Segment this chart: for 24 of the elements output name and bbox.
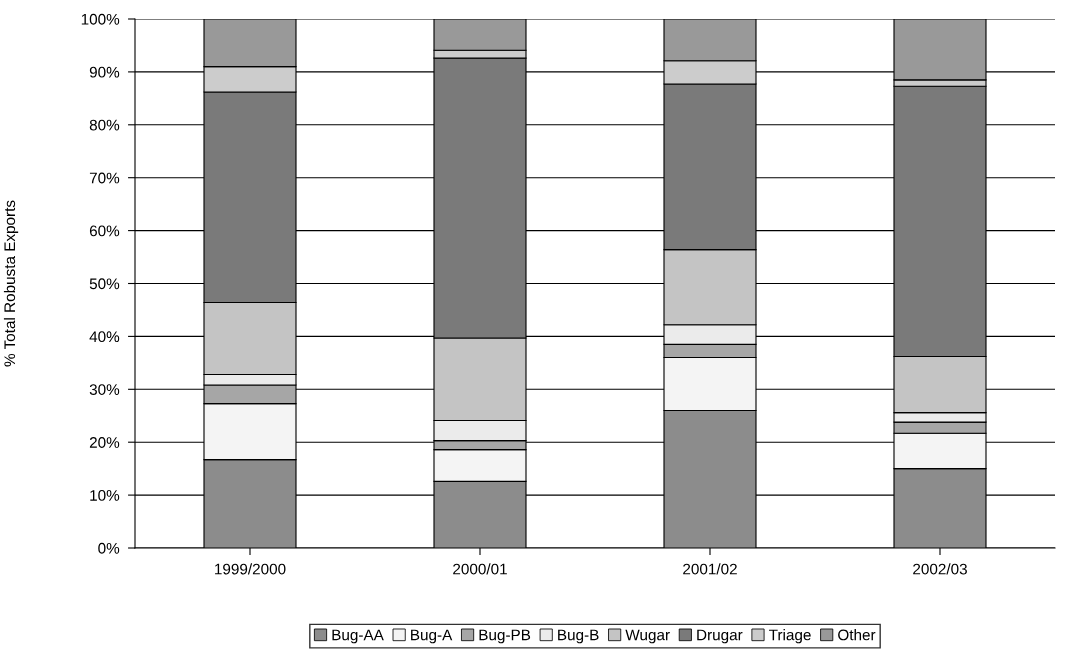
legend-label: Bug-AA (332, 629, 384, 644)
y-tick-label: 0% (98, 542, 120, 554)
legend-label: Bug-B (558, 629, 599, 644)
y-tick-label: 100% (81, 13, 120, 25)
legend-label: Bug-A (411, 629, 453, 644)
y-tick-label: 20% (89, 437, 120, 448)
legend-label: Drugar (697, 629, 743, 644)
y-tick-label: 90% (89, 66, 120, 78)
y-tick-label: 80% (89, 119, 120, 131)
x-tick-label: 1999/2000 (215, 563, 286, 575)
legend-label: Other (838, 629, 876, 641)
y-tick-label: 50% (89, 278, 120, 290)
y-tick-label: 60% (89, 225, 120, 237)
legend-label: Triage (769, 629, 811, 644)
y-tick-label: 10% (90, 489, 120, 501)
y-axis-title: % Total Robusta Exports (3, 200, 19, 367)
legend-label: Wugar (625, 629, 670, 644)
legend-label: Bug-PB (479, 629, 531, 644)
x-tick-label: 2002/03 (913, 563, 967, 575)
x-tick-label: 2001/02 (683, 563, 737, 575)
y-tick-label: 70% (89, 172, 120, 184)
y-tick-label: 40% (89, 331, 120, 343)
x-tick-label: 2000/01 (453, 563, 507, 575)
y-tick-label: 30% (89, 384, 120, 395)
